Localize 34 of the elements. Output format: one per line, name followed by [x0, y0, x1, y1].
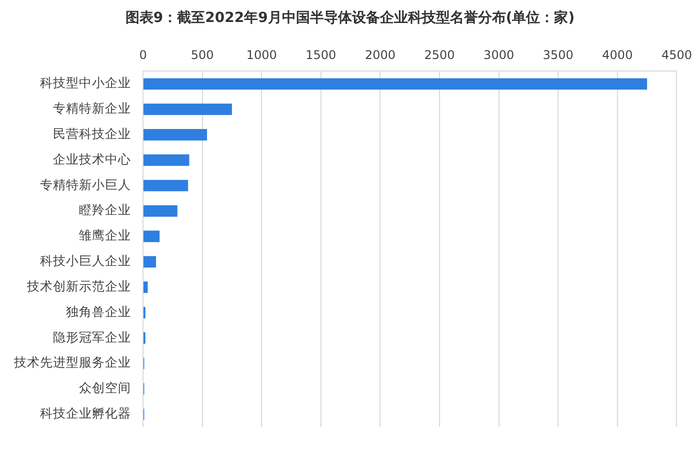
x-tick-label: 1000 — [246, 48, 277, 62]
bar — [144, 282, 148, 293]
bar — [144, 256, 156, 268]
bar — [144, 230, 160, 242]
y-tick-label: 众创空间 — [79, 380, 131, 396]
y-tick-label: 隐形冠军企业 — [53, 329, 131, 344]
bar — [144, 205, 178, 217]
y-tick-label: 科技小巨人企业 — [40, 253, 131, 268]
x-tick-label: 2000 — [364, 48, 396, 62]
x-tick-label: 500 — [190, 48, 214, 62]
x-tick-label: 4500 — [661, 48, 692, 62]
x-tick-label: 2500 — [424, 48, 455, 62]
bar — [144, 104, 232, 116]
y-tick-label: 独角兽企业 — [66, 304, 131, 319]
y-tick-label: 科技型中小企业 — [40, 75, 131, 90]
x-tick-label: 1500 — [306, 48, 336, 62]
x-tick-label: 0 — [139, 48, 147, 62]
bar — [144, 129, 208, 140]
y-tick-label: 民营科技企业 — [53, 126, 131, 141]
y-tick-label: 专精特新小巨人 — [40, 176, 131, 192]
chart-title: 图表9：截至2022年9月中国半导体设备企业科技型名誉分布(单位：家) — [125, 9, 575, 26]
x-tick-label: 3000 — [484, 48, 514, 62]
y-tick-label: 瞪羚企业 — [79, 202, 131, 218]
y-tick-label: 专精特新企业 — [53, 100, 131, 116]
bar — [144, 180, 188, 192]
x-tick-label: 4000 — [602, 48, 633, 62]
y-tick-label: 雏鹰企业 — [79, 228, 131, 243]
bar — [144, 154, 190, 166]
y-tick-label: 科技企业孵化器 — [40, 406, 131, 421]
bar — [144, 78, 648, 90]
x-tick-label: 3500 — [542, 48, 574, 62]
y-tick-label: 技术创新示范企业 — [26, 278, 131, 294]
y-tick-label: 企业技术中心 — [53, 151, 131, 166]
y-tick-label: 技术先进型服务企业 — [13, 354, 131, 370]
